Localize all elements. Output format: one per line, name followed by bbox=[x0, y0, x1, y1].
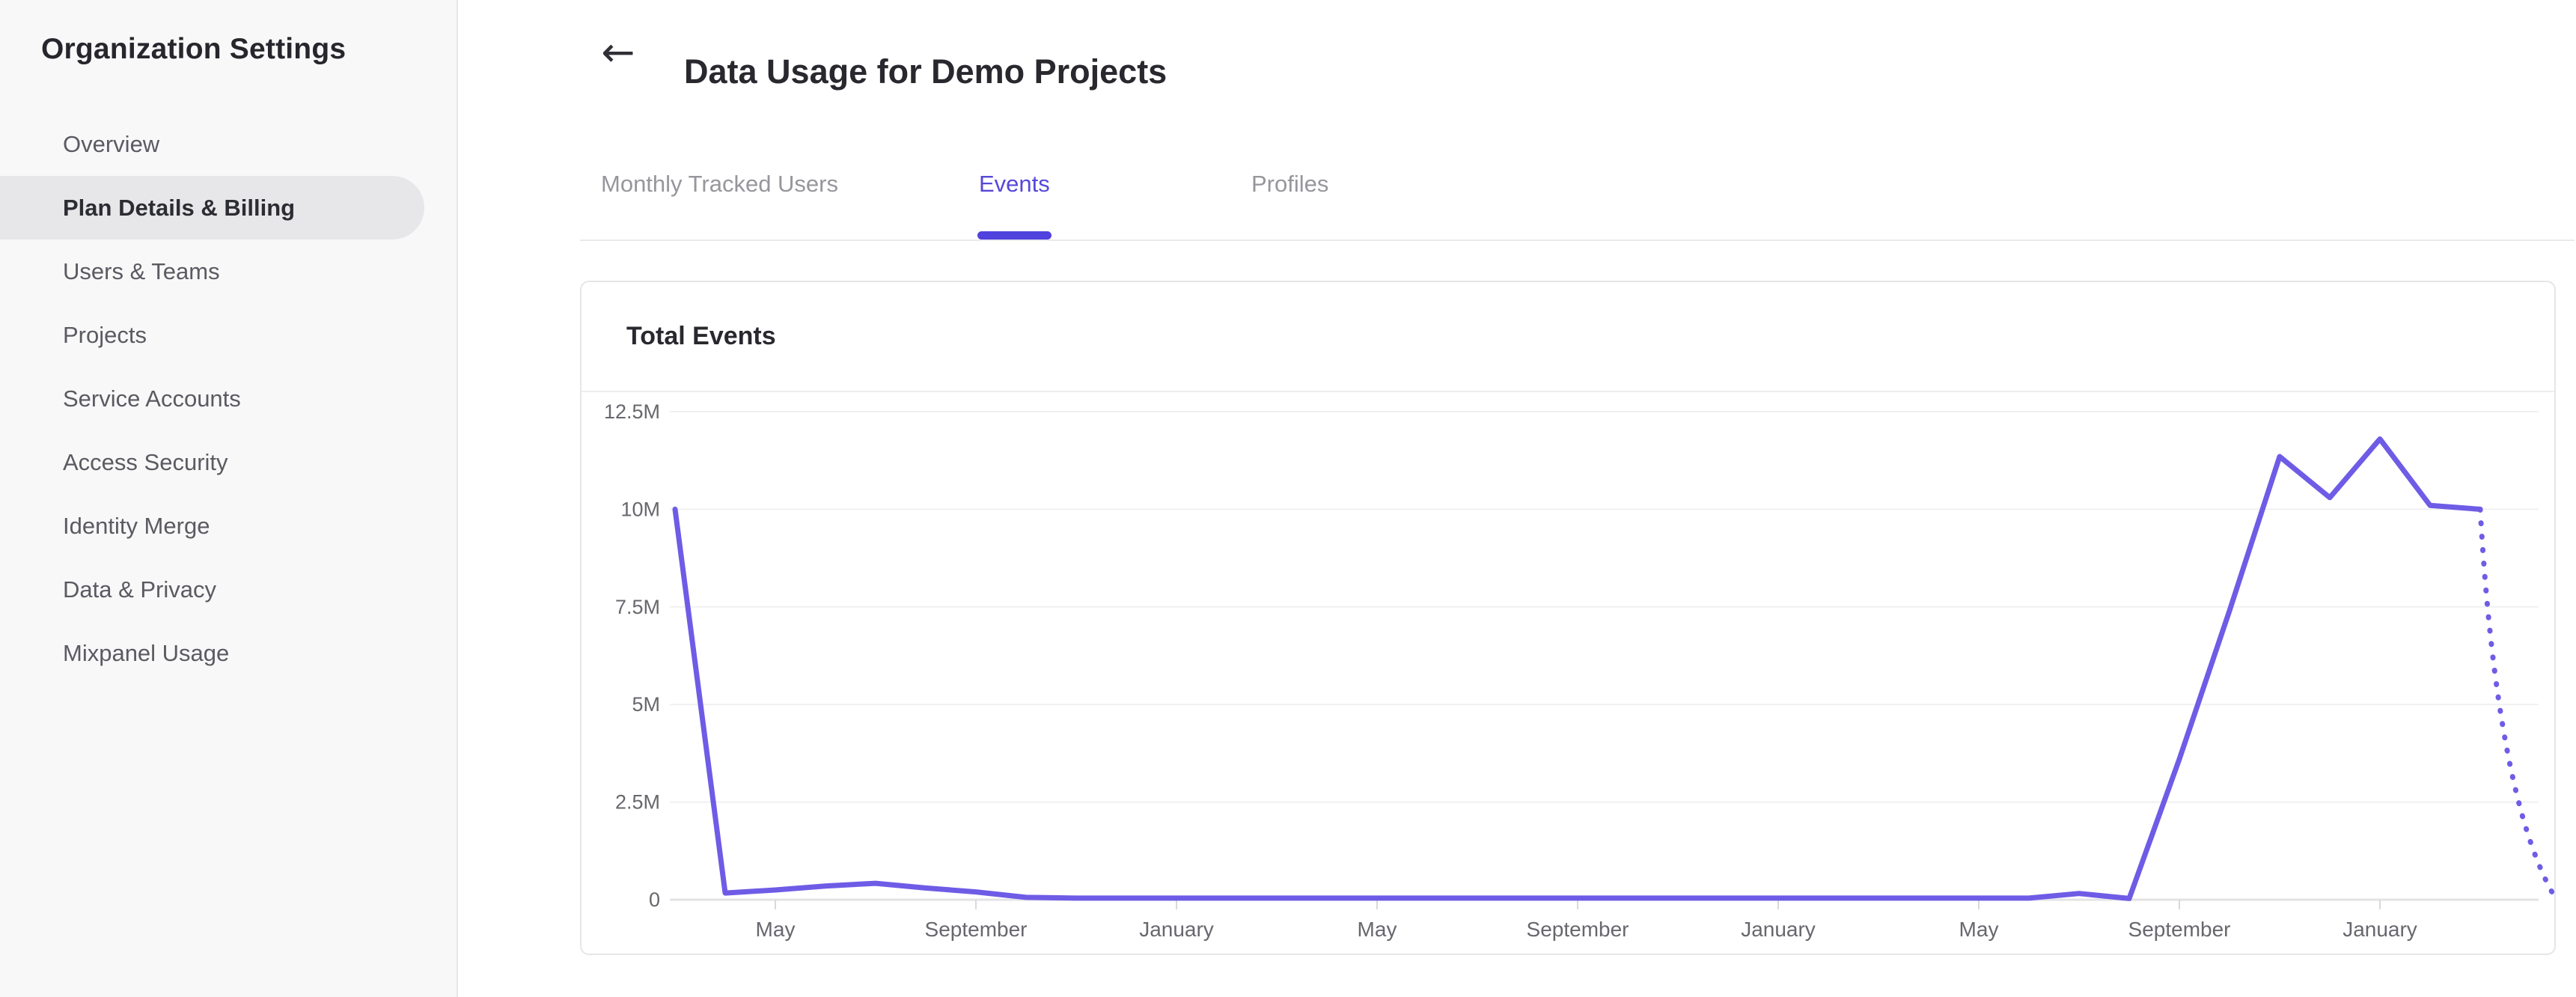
sidebar-item-users-and-teams[interactable]: Users & Teams bbox=[63, 257, 220, 284]
sidebar-item-identity-merge[interactable]: Identity Merge bbox=[63, 512, 210, 539]
x-axis-label: May bbox=[1358, 918, 1397, 941]
back-arrow-icon: ← bbox=[601, 28, 635, 76]
x-axis-label: January bbox=[2342, 918, 2417, 941]
card-title: Total Events bbox=[626, 322, 776, 350]
usage-tabs: Monthly Tracked Users Events Profiles bbox=[580, 162, 2575, 241]
sidebar-nav: Overview Plan Details & Billing Users & Te… bbox=[0, 112, 457, 685]
total-events-chart[interactable]: 12.5M 10M 7.5M 5M 2.5M 0 May September January Ma… bbox=[582, 392, 2554, 954]
sidebar-item-access-security[interactable]: Access Security bbox=[63, 448, 228, 475]
sidebar-item-overview[interactable]: Overview bbox=[63, 130, 160, 157]
organization-settings-sidebar: Organization Settings Overview Plan Detai… bbox=[0, 0, 458, 997]
total-events-line[interactable] bbox=[672, 436, 2483, 901]
total-events-card: Total Events 12.5M 10M 7.5M 5M 2.5M 0 May Septe… bbox=[580, 281, 2556, 955]
sidebar-item-mixpanel-usage[interactable]: Mixpanel Usage bbox=[63, 639, 230, 666]
sidebar-title: Organization Settings bbox=[41, 33, 347, 65]
sidebar-item-projects[interactable]: Projects bbox=[63, 321, 147, 348]
x-axis-label: September bbox=[1527, 918, 1629, 941]
x-axis-label: May bbox=[756, 918, 796, 941]
sidebar-item-data-and-privacy[interactable]: Data & Privacy bbox=[63, 576, 217, 603]
y-axis-label: 2.5M bbox=[615, 791, 660, 814]
back-button[interactable]: ← bbox=[592, 25, 644, 78]
tab-profiles[interactable]: Profiles bbox=[1251, 171, 1329, 197]
y-axis-label: 0 bbox=[649, 888, 660, 911]
page-title: Data Usage for Demo Projects bbox=[684, 52, 1168, 91]
sidebar-item-service-accounts[interactable]: Service Accounts bbox=[63, 385, 241, 412]
x-axis-label: September bbox=[925, 918, 1028, 941]
y-axis-label: 5M bbox=[632, 693, 660, 716]
tab-monthly-tracked-users[interactable]: Monthly Tracked Users bbox=[601, 171, 838, 197]
tab-events[interactable]: Events bbox=[977, 171, 1052, 240]
x-axis-label: January bbox=[1741, 918, 1816, 941]
y-axis-label: 10M bbox=[620, 498, 660, 520]
x-axis-label: January bbox=[1139, 918, 1214, 941]
x-axis-label: May bbox=[1959, 918, 1999, 941]
sidebar-item-plan-details-and-billing[interactable]: Plan Details & Billing bbox=[0, 176, 424, 240]
projection-dotted-line bbox=[2477, 506, 2554, 897]
y-axis-label: 12.5M bbox=[604, 400, 660, 423]
x-axis-label: September bbox=[2128, 918, 2231, 941]
card-header: Total Events bbox=[582, 282, 2554, 392]
y-axis-label: 7.5M bbox=[615, 596, 660, 618]
